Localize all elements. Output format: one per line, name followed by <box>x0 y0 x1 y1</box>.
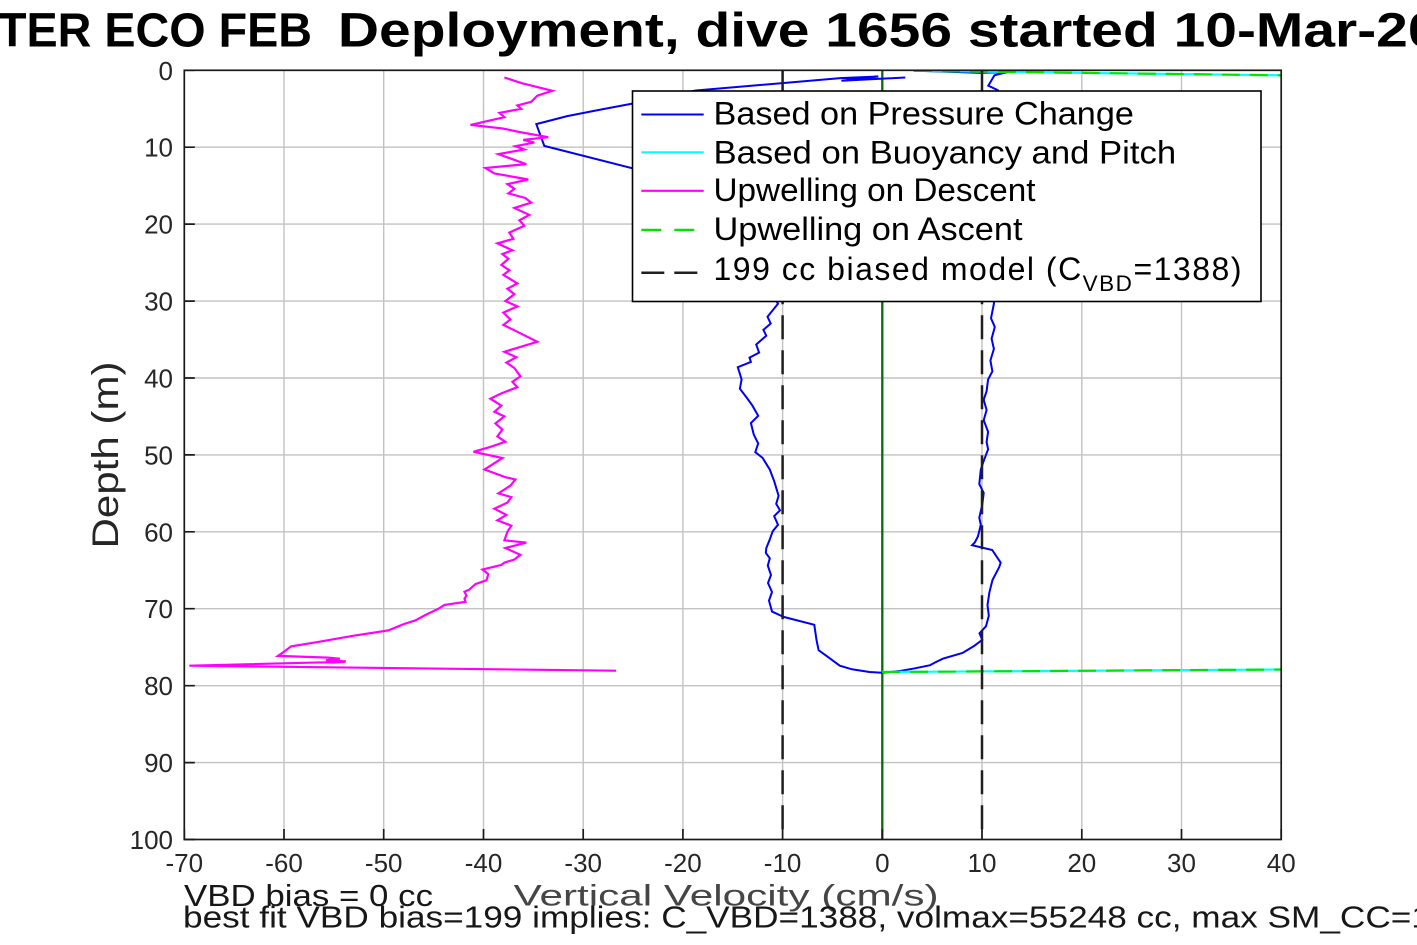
svg-text:90: 90 <box>144 748 173 778</box>
svg-text:-20: -20 <box>664 848 702 878</box>
svg-text:-30: -30 <box>564 848 602 878</box>
svg-text:30: 30 <box>144 287 173 317</box>
svg-text:0: 0 <box>159 56 173 86</box>
svg-text:Based on Buoyancy and Pitch: Based on Buoyancy and Pitch <box>714 134 1177 170</box>
svg-text:0: 0 <box>875 848 889 878</box>
svg-text:40: 40 <box>1267 848 1296 878</box>
svg-text:best fit VBD bias=199 implies:: best fit VBD bias=199 implies: C_VBD=138… <box>183 900 1417 935</box>
svg-text:Vertical Velocity (cm/s): Vertical Velocity (cm/s) <box>514 880 939 913</box>
svg-text:-60: -60 <box>265 848 303 878</box>
svg-text:20: 20 <box>144 210 173 240</box>
svg-text:10: 10 <box>968 848 997 878</box>
svg-text:VBD bias = 0 cc: VBD bias = 0 cc <box>184 878 433 913</box>
svg-text:10: 10 <box>144 133 173 163</box>
svg-text:-10: -10 <box>764 848 802 878</box>
svg-text:Based on Pressure Change: Based on Pressure Change <box>714 95 1134 131</box>
svg-text:20: 20 <box>1067 848 1096 878</box>
svg-text:Upwelling on Descent: Upwelling on Descent <box>714 172 1036 208</box>
svg-text:Depth (m): Depth (m) <box>85 362 126 549</box>
svg-text:40: 40 <box>144 364 173 394</box>
svg-text:50: 50 <box>144 440 173 470</box>
svg-text:80: 80 <box>144 671 173 701</box>
svg-text:Deployment, dive 1656 started: Deployment, dive 1656 started 10-Mar-202… <box>338 5 1417 58</box>
svg-text:Upwelling on Ascent: Upwelling on Ascent <box>714 211 1023 247</box>
svg-text:30: 30 <box>1167 848 1196 878</box>
svg-text:100: 100 <box>130 825 173 855</box>
svg-text:60: 60 <box>144 517 173 547</box>
svg-text:-70: -70 <box>166 848 204 878</box>
svg-text:-50: -50 <box>365 848 403 878</box>
svg-text:TER ECO FEB: TER ECO FEB <box>0 5 312 58</box>
svg-text:-40: -40 <box>465 848 503 878</box>
svg-text:70: 70 <box>144 594 173 624</box>
